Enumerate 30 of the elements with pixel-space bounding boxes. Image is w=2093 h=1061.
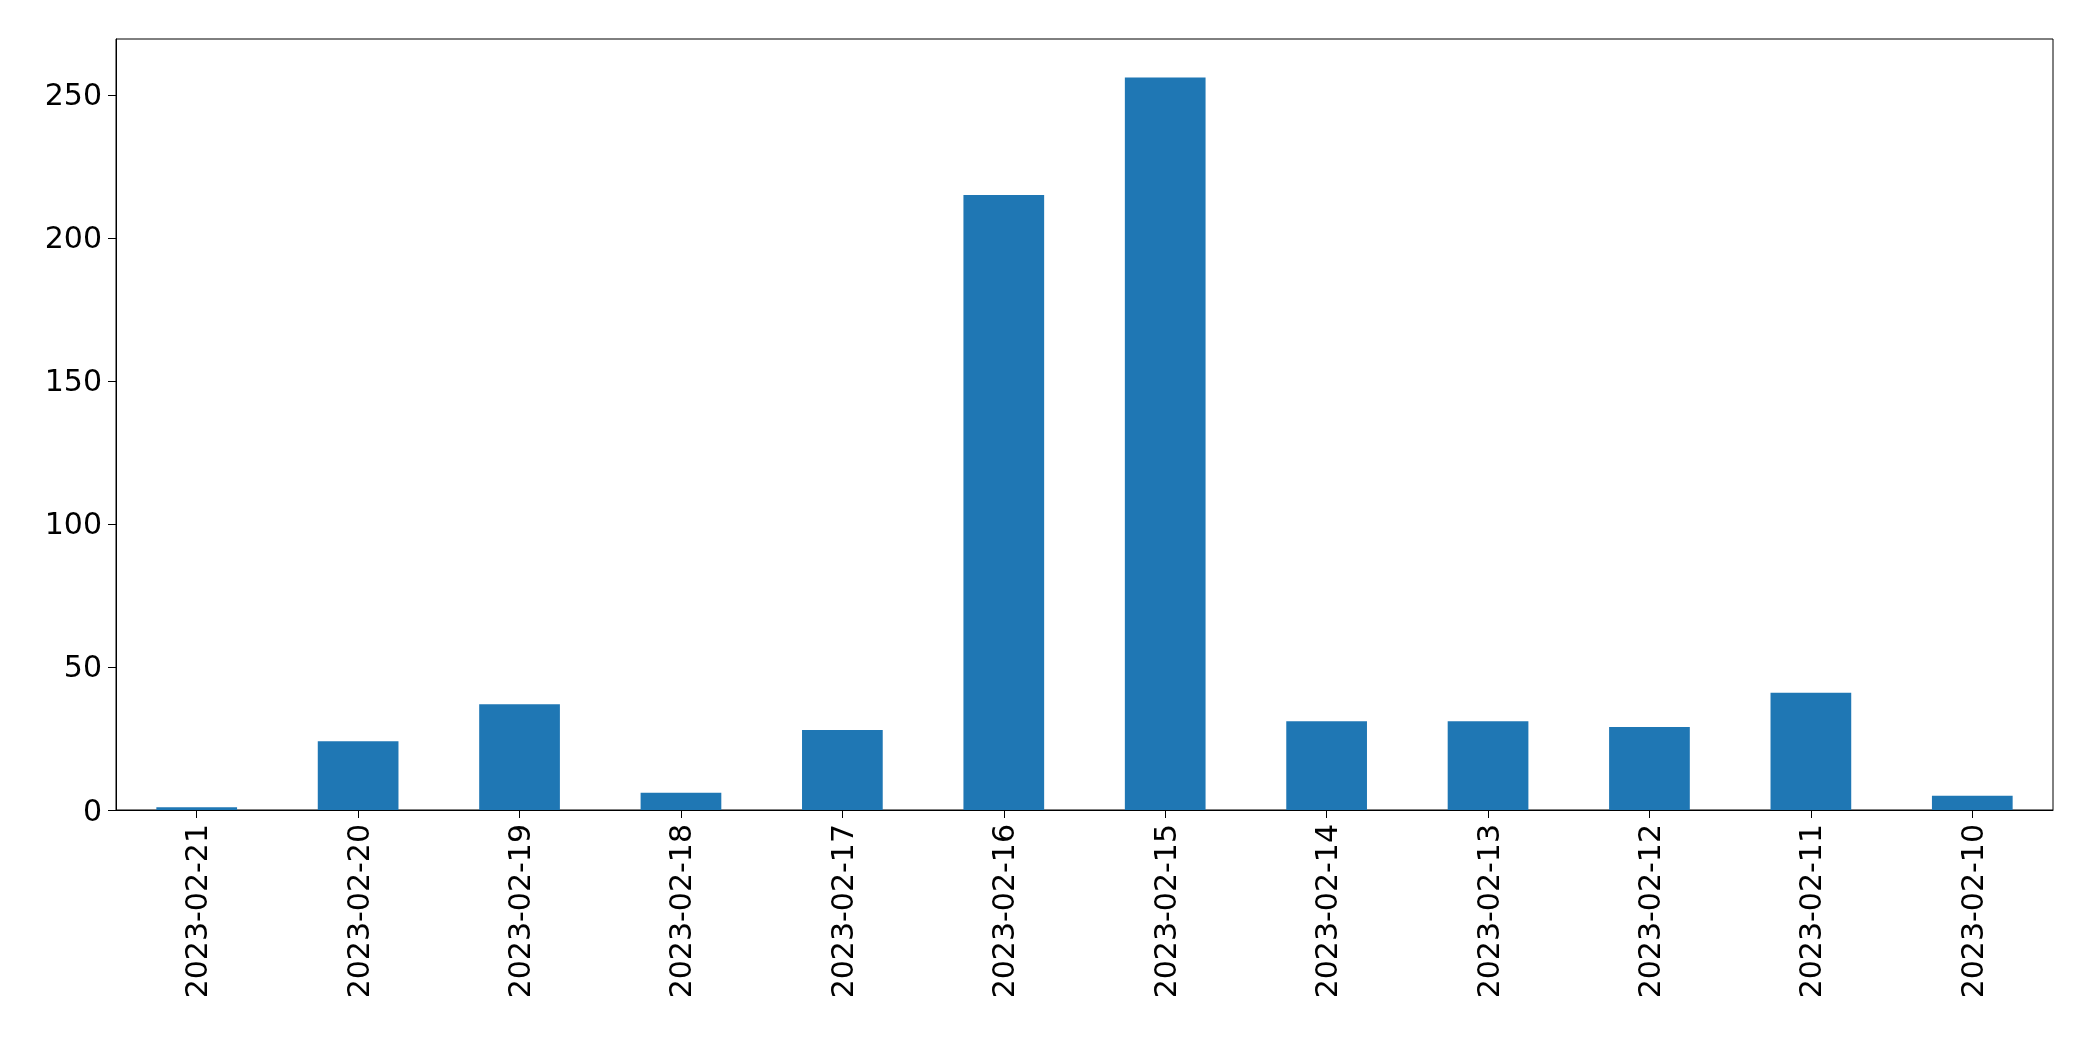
x-tick-label: 2023-02-11 [1793,824,1829,999]
x-tick-label: 2023-02-10 [1954,824,1990,999]
bar [1770,692,1852,810]
y-tick-label: 150 [44,363,102,399]
bar [802,729,883,810]
y-tick-label: 100 [44,506,102,542]
y-tick-label: 50 [63,649,102,685]
bar [1124,77,1206,810]
x-tick-label: 2023-02-13 [1470,824,1506,999]
y-tick-label: 0 [82,792,102,828]
bar [1447,721,1529,810]
bar [1931,795,2013,810]
bar [640,792,722,810]
y-tick-label: 250 [44,77,102,113]
x-tick-label: 2023-02-12 [1631,824,1667,999]
x-tick-label: 2023-02-21 [179,824,215,999]
bar [1286,721,1367,810]
x-tick-label: 2023-02-19 [502,824,538,999]
x-tick-label: 2023-02-20 [340,824,376,999]
x-tick-label: 2023-02-15 [1147,824,1183,999]
y-tick-label: 200 [44,220,102,256]
x-tick-label: 2023-02-16 [986,824,1022,999]
bar [156,807,238,810]
bar [1609,727,1690,810]
bar [963,194,1045,810]
x-tick-label: 2023-02-14 [1309,824,1345,999]
bar [317,741,399,810]
x-tick-label: 2023-02-17 [824,824,860,999]
x-tick-label: 2023-02-18 [663,824,699,999]
bar [479,704,560,810]
